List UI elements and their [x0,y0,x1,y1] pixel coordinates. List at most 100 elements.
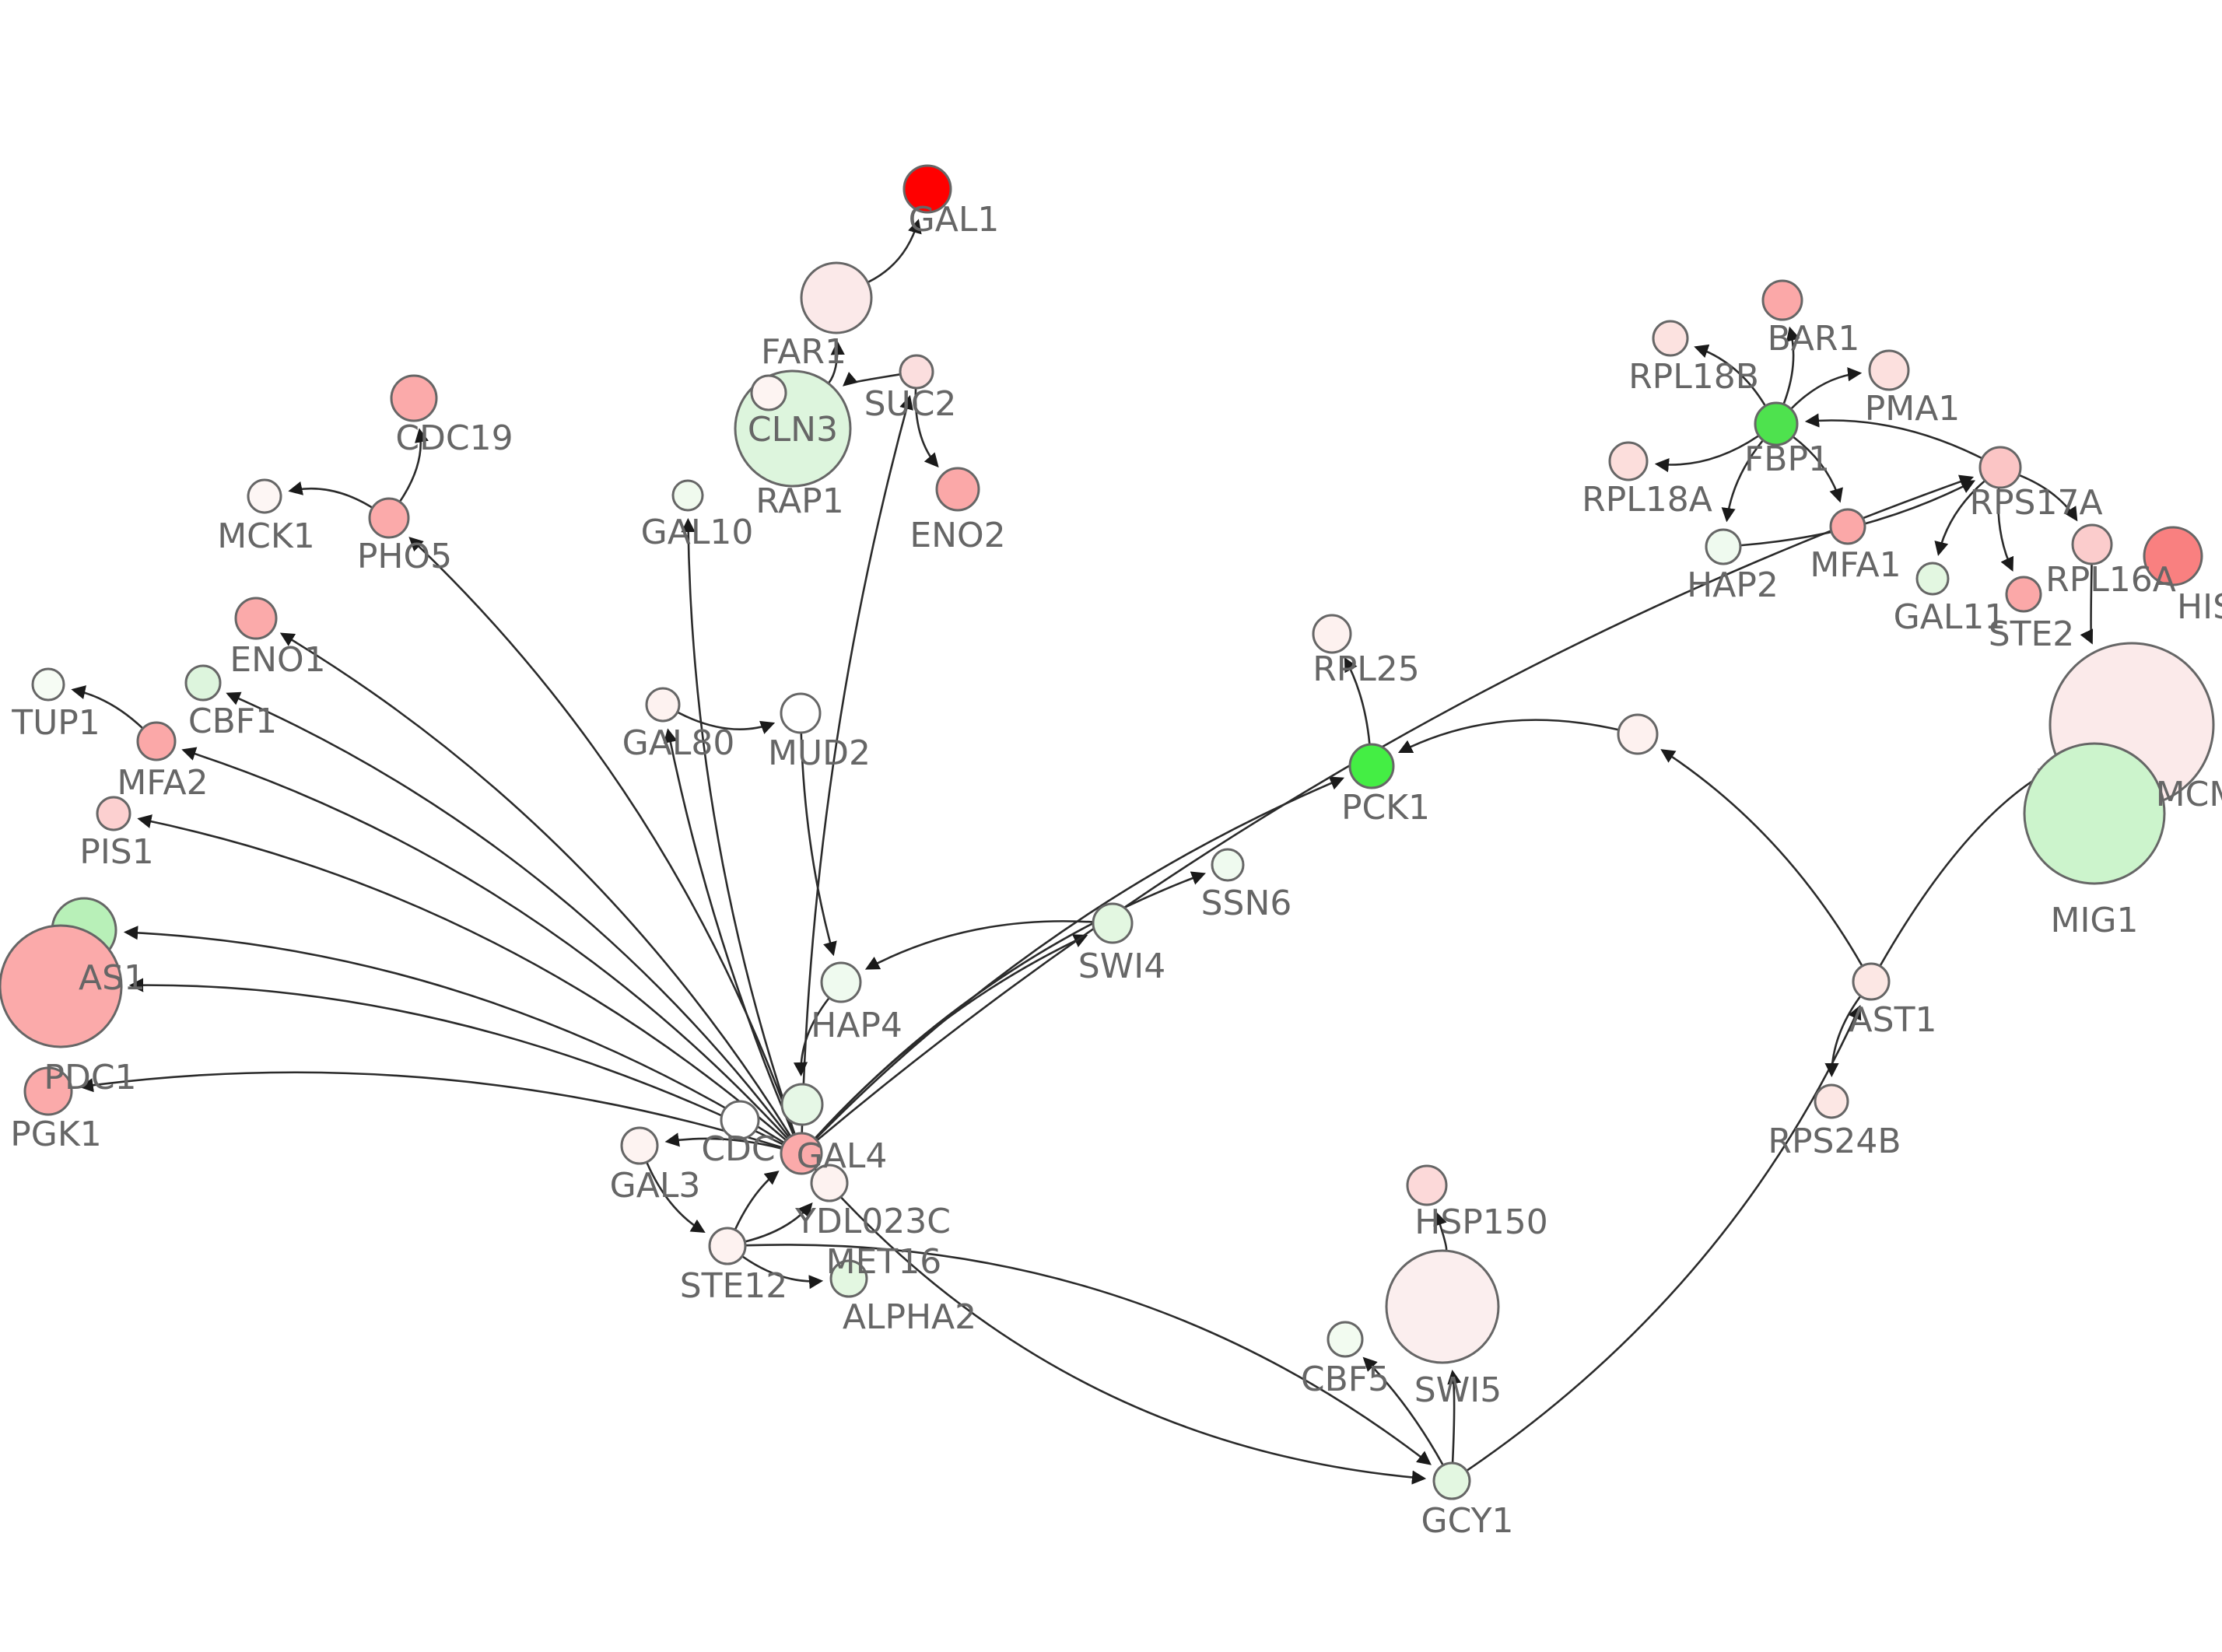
node-circle-mud2[interactable] [780,692,822,734]
node-circle-hap2[interactable] [1705,528,1742,565]
node-circle-ssn6[interactable] [1211,848,1245,882]
network-node[interactable] [810,1164,849,1202]
node-circle-swi5[interactable] [1385,1249,1500,1364]
node-circle-fbp1[interactable] [1754,401,1799,446]
node-circle-rpl16a[interactable] [2071,523,2113,565]
network-node[interactable] [1705,528,1742,565]
node-circle-tup1[interactable] [31,667,65,702]
network-node[interactable] [368,497,410,539]
node-circle-mck1[interactable] [247,478,282,514]
node-circle-his4[interactable] [2143,526,2203,586]
node-circle-pck1[interactable] [1348,743,1395,789]
network-node[interactable] [136,721,177,761]
network-node[interactable] [1915,562,1950,596]
node-circle-rap1[interactable] [750,374,787,411]
network-node[interactable] [708,1227,747,1265]
node-circle-cbf1[interactable] [184,664,222,702]
network-node[interactable] [780,692,822,734]
node-circle-rpl18b[interactable] [1652,320,1689,357]
node-circle-gal10[interactable] [671,479,704,512]
network-node[interactable] [2071,523,2113,565]
node-circle-cbf5[interactable] [1327,1321,1364,1358]
node-circle-ste12[interactable] [708,1227,747,1265]
network-node[interactable] [780,1132,823,1175]
node-circle-cdc19[interactable] [390,374,438,422]
network-node[interactable] [671,479,704,512]
network-node[interactable] [31,667,65,702]
network-node[interactable] [184,664,222,702]
node-circle-suc2[interactable] [899,354,934,390]
network-node[interactable] [1978,446,2022,489]
network-node[interactable] [1652,320,1689,357]
node-circle-gal4[interactable] [780,1132,823,1175]
network-node[interactable] [1608,441,1649,481]
node-circle-ast1[interactable] [1852,962,1891,1001]
node-circle-pdc1[interactable] [0,924,123,1048]
node-circle-eno1[interactable] [234,597,278,640]
network-node[interactable] [1761,279,1803,321]
node-circle-pho5[interactable] [368,497,410,539]
node-circle-ste2[interactable] [2005,576,2042,613]
node-circle-mfa2[interactable] [136,721,177,761]
network-node[interactable] [902,164,952,214]
network-node[interactable] [23,1066,73,1116]
node-circle-gal1[interactable] [902,164,952,214]
network-node[interactable] [1814,1083,1849,1119]
node-circle-rps17a[interactable] [1978,446,2022,489]
network-node[interactable] [1092,902,1134,944]
network-node[interactable] [234,597,278,640]
node-circle-eno2[interactable] [935,467,980,512]
node-circle-gal4hub[interactable] [780,1083,824,1126]
network-node[interactable] [645,687,681,723]
network-node[interactable] [1754,401,1799,446]
node-circle-gal80[interactable] [645,687,681,723]
network-node[interactable] [935,467,980,512]
network-node[interactable] [2005,576,2042,613]
node-circle-pma1[interactable] [1868,349,1910,391]
node-circle-mfa1[interactable] [1829,508,1866,545]
network-node[interactable] [1432,1461,1471,1500]
network-node[interactable] [1406,1164,1448,1206]
network-node[interactable] [2143,526,2203,586]
network-node[interactable] [247,478,282,514]
node-circle-bar1[interactable] [1761,279,1803,321]
network-node[interactable] [0,924,123,1048]
network-node[interactable] [1868,349,1910,391]
network-node[interactable] [1348,743,1395,789]
node-circle-rpl18a[interactable] [1608,441,1649,481]
network-node[interactable] [1852,962,1891,1001]
node-circle-cdc[interactable] [720,1100,760,1140]
network-node[interactable] [620,1126,659,1165]
network-node[interactable] [820,961,862,1003]
node-circle-ydl023c[interactable] [810,1164,849,1202]
network-node[interactable] [720,1100,760,1140]
network-node[interactable] [780,1083,824,1126]
network-node[interactable] [899,354,934,390]
node-circle-mig1[interactable] [2023,742,2166,885]
network-node[interactable] [1617,713,1659,755]
network-node[interactable] [829,1259,868,1298]
network-node[interactable] [390,374,438,422]
network-node[interactable] [1312,614,1352,654]
node-circle-rpl25[interactable] [1312,614,1352,654]
network-node[interactable] [2023,742,2166,885]
network-node[interactable] [1385,1249,1500,1364]
network-node[interactable] [1829,508,1866,545]
node-circle-gal3[interactable] [620,1126,659,1165]
network-node[interactable] [1327,1321,1364,1358]
node-circle-pgk1[interactable] [23,1066,73,1116]
network-node[interactable] [96,796,131,831]
node-circle-rps24b[interactable] [1814,1083,1849,1119]
network-node[interactable] [750,374,787,411]
node-circle-swi4[interactable] [1092,902,1134,944]
node-circle-pis1[interactable] [96,796,131,831]
network-node[interactable] [1211,848,1245,882]
node-circle-alpha2[interactable] [829,1259,868,1298]
node-circle-hsp150[interactable] [1406,1164,1448,1206]
node-circle-far1[interactable] [800,261,873,334]
node-circle-gcy1[interactable] [1432,1461,1471,1500]
network-node[interactable] [800,261,873,334]
node-circle-gal11[interactable] [1915,562,1950,596]
node-circle-hubright[interactable] [1617,713,1659,755]
node-circle-hap4[interactable] [820,961,862,1003]
